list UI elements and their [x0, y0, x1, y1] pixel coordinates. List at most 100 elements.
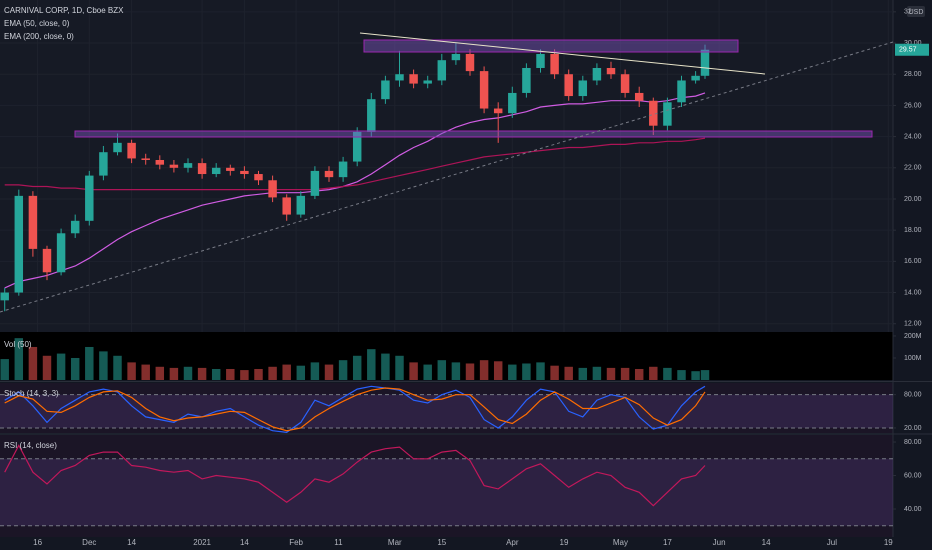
- currency-badge[interactable]: [907, 6, 925, 17]
- x-tick-label: 2021: [193, 538, 211, 547]
- volume-bar: [536, 362, 545, 380]
- support-box: [74, 130, 873, 138]
- symbol-title: CARNIVAL CORP, 1D, Cboe BZX: [4, 6, 124, 15]
- volume-bar: [211, 368, 221, 380]
- y-tick-label: 18.00: [904, 227, 922, 234]
- candle-body: [606, 67, 616, 75]
- volume-bar: [677, 370, 686, 380]
- volume-bar: [155, 366, 165, 380]
- volume-bar: [592, 366, 602, 380]
- volume-bar: [578, 367, 588, 380]
- candle-body: [155, 159, 165, 165]
- y-tick-label: 22.00: [904, 165, 922, 172]
- candle-body: [592, 67, 602, 81]
- volume-bar: [310, 362, 320, 380]
- y-tick-label: 16.00: [904, 258, 922, 265]
- x-tick-label: 14: [762, 538, 771, 547]
- x-tick-label: 15: [437, 538, 446, 547]
- volume-bar: [226, 368, 235, 380]
- volume-bar: [70, 357, 80, 380]
- y-tick-label: 26.00: [904, 102, 922, 109]
- volume-bar: [28, 346, 38, 380]
- x-tick-label: 11: [334, 538, 343, 547]
- legend-entry: EMA (200, close, 0): [4, 32, 74, 41]
- series-line: [4, 387, 706, 432]
- volume-bar: [691, 371, 700, 380]
- volume-bar: [0, 359, 9, 380]
- y-tick-label: 20.00: [904, 425, 922, 432]
- y-tick-label: 28.00: [904, 71, 922, 78]
- volume-bar: [451, 362, 461, 380]
- candle-body: [508, 92, 517, 114]
- volume-bar: [42, 355, 52, 380]
- resistance-box: [363, 39, 739, 53]
- x-tick-label: May: [613, 538, 628, 547]
- candle-body: [352, 131, 362, 162]
- volume-bar: [367, 349, 376, 380]
- trend-line: [359, 32, 766, 75]
- x-tick-label: 16: [33, 538, 42, 547]
- candle-body: [28, 195, 38, 249]
- volume-bar: [85, 346, 94, 380]
- candle-body: [254, 174, 263, 181]
- candle-body: [479, 71, 489, 109]
- candle-body: [268, 180, 277, 198]
- candle-body: [578, 80, 588, 97]
- y-tick-label: 200M: [904, 333, 922, 340]
- volume-bar: [634, 368, 644, 380]
- candle-body: [127, 142, 136, 159]
- series-line: [4, 444, 706, 507]
- candle-body: [70, 220, 80, 234]
- volume-bar: [493, 361, 503, 380]
- last-price-tag: [895, 43, 929, 56]
- x-tick-label: 14: [127, 538, 136, 547]
- volume-bar: [479, 360, 489, 380]
- volume-bar: [338, 360, 348, 380]
- volume-bar: [606, 367, 616, 380]
- candle-body: [691, 75, 700, 81]
- x-tick-label: 19: [560, 538, 569, 547]
- volume-bar: [14, 338, 24, 380]
- y-tick-label: 40.00: [904, 506, 922, 513]
- candle-body: [99, 152, 108, 176]
- volume-bar: [649, 366, 658, 380]
- candle-body: [296, 195, 306, 215]
- volume-bar: [423, 364, 432, 380]
- volume-bar: [663, 367, 672, 380]
- volume-bar: [141, 364, 150, 380]
- candle-body: [634, 92, 644, 101]
- candle-body: [451, 53, 461, 61]
- band-fill: [0, 458, 893, 526]
- x-tick-label: 19: [884, 538, 893, 547]
- band-fill: [0, 394, 893, 428]
- y-tick-label: 60.00: [904, 472, 922, 479]
- candle-body: [620, 74, 630, 93]
- y-tick-label: 20.00: [904, 196, 922, 203]
- candle-body: [211, 167, 221, 175]
- candle-body: [423, 80, 432, 84]
- volume-bar: [352, 355, 362, 380]
- candle-body: [677, 80, 686, 103]
- candle-body: [395, 74, 404, 81]
- y-tick-label: 32: [904, 9, 912, 16]
- volume-bar: [324, 364, 334, 380]
- candle-body: [282, 197, 291, 215]
- volume-bar: [381, 353, 390, 380]
- candle-body: [522, 67, 531, 93]
- candle-body: [564, 74, 573, 97]
- candle-body: [536, 53, 545, 68]
- candle-body: [240, 170, 249, 175]
- volume-bar: [56, 353, 66, 380]
- candle-body: [42, 248, 52, 273]
- y-tick-label: 30.00: [904, 40, 922, 47]
- volume-bar: [282, 364, 291, 380]
- candle-body: [141, 158, 150, 160]
- y-tick-label: 100M: [904, 355, 922, 362]
- volume-bar: [127, 362, 136, 380]
- candle-body: [409, 74, 418, 84]
- candle-body: [367, 99, 376, 132]
- volume-bar: [700, 370, 710, 380]
- candle-body: [338, 161, 348, 178]
- candle-body: [493, 108, 503, 114]
